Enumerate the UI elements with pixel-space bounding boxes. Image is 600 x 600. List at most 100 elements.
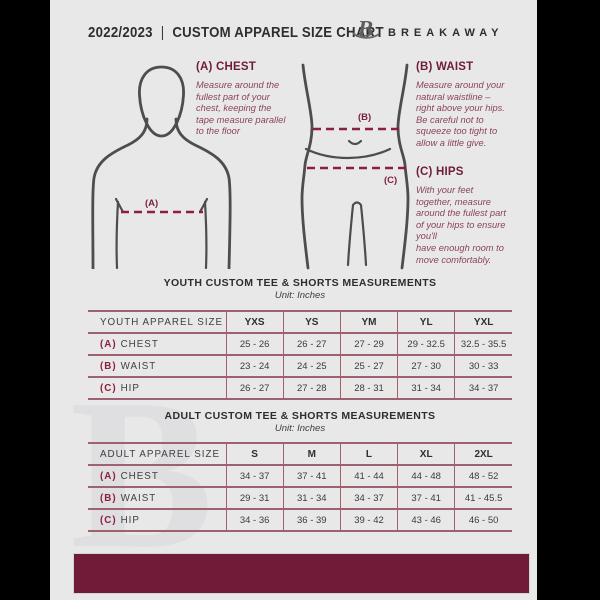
cell: 27 - 29 xyxy=(339,332,398,355)
adult-size-xl: XL xyxy=(397,442,455,465)
figure-left-armpit-crease xyxy=(114,197,125,214)
cell: 30 - 33 xyxy=(454,354,512,377)
cell: 37 - 41 xyxy=(282,464,341,487)
adult-waist-row: (B) WAIST 29 - 31 31 - 34 34 - 37 37 - 41… xyxy=(88,486,512,509)
title-year: 2022/2023 xyxy=(88,24,153,41)
adult-size-l: L xyxy=(339,442,398,465)
cell: 27 - 28 xyxy=(282,376,341,400)
title-text: CUSTOM APPAREL SIZE CHART xyxy=(172,24,384,41)
adult-chest-label: (A) CHEST xyxy=(88,464,227,487)
figure-inner-legs xyxy=(346,201,368,267)
youth-header-label: YOUTH APPAREL SIZE xyxy=(88,310,227,333)
cell: 34 - 37 xyxy=(225,464,284,487)
figure-left-shoulder-arm xyxy=(91,117,149,269)
figure-right-armpit-crease xyxy=(198,197,209,214)
cell: 29 - 31 xyxy=(225,486,284,509)
youth-size-yl: YL xyxy=(397,310,455,333)
waist-instructions-title: (B) WAIST xyxy=(416,61,474,73)
chest-figure-diagram: (A) xyxy=(91,65,232,269)
row-prefix: (B) xyxy=(100,360,117,372)
chest-line-label: (A) xyxy=(145,198,158,209)
row-label: HIP xyxy=(120,382,140,394)
row-label: CHEST xyxy=(120,338,159,350)
figure-navel-mark xyxy=(347,139,363,146)
adult-size-2xl: 2XL xyxy=(454,442,512,465)
hips-instructions-title: (C) HIPS xyxy=(416,166,464,178)
row-prefix: (A) xyxy=(100,338,117,350)
adult-size-s: S xyxy=(225,442,284,465)
row-label: CHEST xyxy=(120,470,159,482)
figure-left-torso-side xyxy=(115,200,120,269)
waist-instructions-body: Measure around your natural waistline – … xyxy=(416,80,505,148)
cell: 48 - 52 xyxy=(454,464,512,487)
cell: 25 - 27 xyxy=(339,354,398,377)
cell: 43 - 46 xyxy=(397,508,455,532)
row-prefix: (C) xyxy=(100,382,117,394)
adult-chest-row: (A) CHEST 34 - 37 37 - 41 41 - 44 44 - 48… xyxy=(88,464,512,487)
hips-line-label: (C) xyxy=(384,175,397,186)
figure-head-outline xyxy=(138,65,185,138)
youth-size-table: YOUTH APPAREL SIZE YXS YS YM YL YXL (A) C… xyxy=(88,310,512,400)
brand-name: BREAKAWAY xyxy=(388,27,504,39)
cell: 25 - 26 xyxy=(225,332,284,355)
cell: 26 - 27 xyxy=(225,376,284,400)
footer-accent-bar xyxy=(73,553,530,594)
cell: 32.5 - 35.5 xyxy=(454,332,512,355)
row-prefix: (C) xyxy=(100,514,117,526)
page-title: 2022/2023 | CUSTOM APPAREL SIZE CHART xyxy=(88,24,384,41)
figure-right-torso-side xyxy=(203,200,208,269)
row-prefix: (A) xyxy=(100,470,117,482)
cell: 34 - 36 xyxy=(225,508,284,532)
hips-instructions: (C) HIPS With your feet together, measur… xyxy=(416,166,534,266)
adult-size-table: ADULT APPAREL SIZE S M L XL 2XL (A) CHEST… xyxy=(88,442,512,532)
youth-hip-row: (C) HIP 26 - 27 27 - 28 28 - 31 31 - 34 3… xyxy=(88,376,512,400)
youth-size-yxs: YXS xyxy=(225,310,284,333)
youth-size-ys: YS xyxy=(282,310,341,333)
cell: 41 - 44 xyxy=(339,464,398,487)
youth-waist-label: (B) WAIST xyxy=(88,354,227,377)
cell: 28 - 31 xyxy=(339,376,398,400)
cell: 37 - 41 xyxy=(397,486,455,509)
size-chart-flyer: B 2022/2023 | CUSTOM APPAREL SIZE CHART B … xyxy=(50,0,537,600)
row-label: WAIST xyxy=(120,360,157,372)
adult-hip-label: (C) HIP xyxy=(88,508,227,532)
title-separator: | xyxy=(160,24,165,41)
cell: 31 - 34 xyxy=(397,376,455,400)
youth-hip-label: (C) HIP xyxy=(88,376,227,400)
waist-hips-figure-diagram: (B) (C) xyxy=(300,63,411,270)
cell: 23 - 24 xyxy=(225,354,284,377)
row-label: HIP xyxy=(120,514,140,526)
youth-waist-row: (B) WAIST 23 - 24 24 - 25 25 - 27 27 - 30… xyxy=(88,354,512,377)
adult-header-row: ADULT APPAREL SIZE S M L XL 2XL xyxy=(88,442,512,465)
youth-size-yxl: YXL xyxy=(454,310,512,333)
adult-table-title: ADULT CUSTOM TEE & SHORTS MEASUREMENTS xyxy=(164,410,436,422)
cell: 34 - 37 xyxy=(339,486,398,509)
youth-size-ym: YM xyxy=(339,310,398,333)
cell: 44 - 48 xyxy=(397,464,455,487)
breakaway-logo-icon: B xyxy=(352,16,380,42)
waist-instructions: (B) WAIST Measure around your natural wa… xyxy=(416,61,534,150)
cell: 46 - 50 xyxy=(454,508,512,532)
chest-instructions-body: Measure around the fullest part of your … xyxy=(196,80,286,137)
figure-right-body-outline xyxy=(396,63,410,270)
waist-line-label: (B) xyxy=(358,112,371,123)
cell: 26 - 27 xyxy=(282,332,341,355)
adult-header-label: ADULT APPAREL SIZE xyxy=(88,442,227,465)
figure-right-shoulder-arm xyxy=(174,117,232,269)
adult-hip-row: (C) HIP 34 - 36 36 - 39 39 - 42 43 - 46 4… xyxy=(88,508,512,532)
cell: 34 - 37 xyxy=(454,376,512,400)
youth-chest-label: (A) CHEST xyxy=(88,332,227,355)
svg-text:B: B xyxy=(356,16,373,42)
cell: 27 - 30 xyxy=(397,354,455,377)
youth-header-row: YOUTH APPAREL SIZE YXS YS YM YL YXL xyxy=(88,310,512,333)
cell: 39 - 42 xyxy=(339,508,398,532)
youth-table-title: YOUTH CUSTOM TEE & SHORTS MEASUREMENTS xyxy=(163,277,437,289)
row-label: WAIST xyxy=(120,492,157,504)
chest-instructions: (A) CHEST Measure around the fullest par… xyxy=(196,61,314,138)
adult-waist-label: (B) WAIST xyxy=(88,486,227,509)
cell: 31 - 34 xyxy=(282,486,341,509)
cell: 36 - 39 xyxy=(282,508,341,532)
cell: 24 - 25 xyxy=(282,354,341,377)
cell: 41 - 45.5 xyxy=(454,486,512,509)
